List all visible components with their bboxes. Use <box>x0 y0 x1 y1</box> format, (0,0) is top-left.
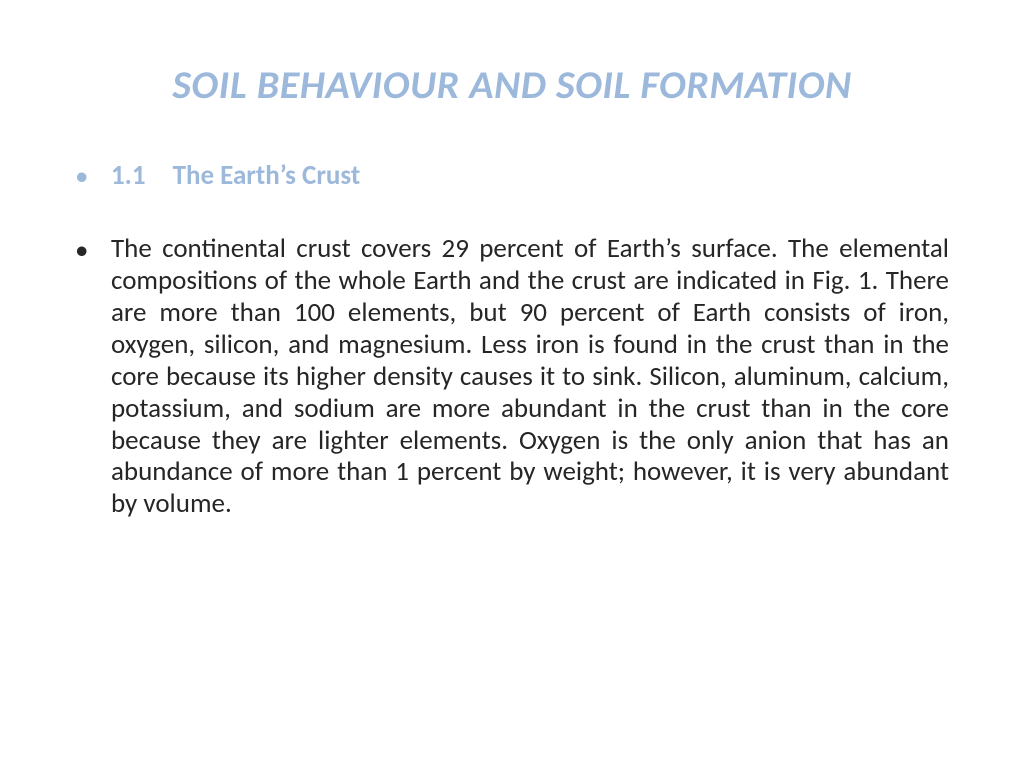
body-paragraph: The continental crust covers 29 percent … <box>111 233 949 520</box>
bullet-icon: • <box>75 233 111 267</box>
bullet-icon: • <box>75 159 111 193</box>
body-row: • The continental crust covers 29 percen… <box>75 233 949 520</box>
subheading-row: • 1.1 The Earth’s Crust <box>75 159 949 193</box>
slide-title: SOIL BEHAVIOUR AND SOIL FORMATION <box>75 60 949 109</box>
section-subheading: 1.1 The Earth’s Crust <box>111 159 949 192</box>
